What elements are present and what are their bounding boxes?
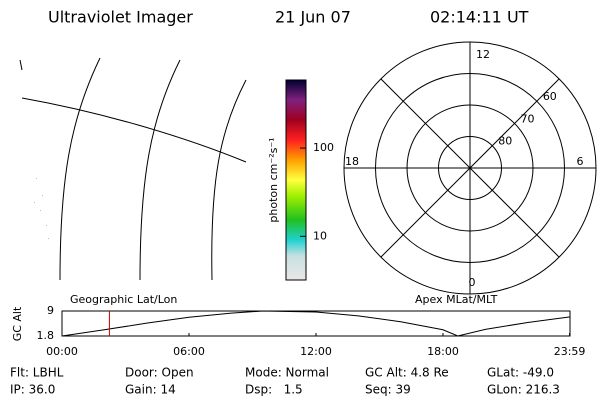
altitude-line	[61, 310, 571, 337]
noise	[34, 178, 49, 239]
polar-ring	[406, 104, 534, 232]
x-tick-label: 23:59	[554, 345, 586, 358]
colorbar	[285, 79, 307, 281]
ring-label: 60	[543, 90, 557, 103]
status-field: Dsp: 1.5	[245, 383, 303, 397]
ring-label: 80	[498, 135, 512, 148]
x-tick-label: 06:00	[173, 345, 205, 358]
y-tick-label: 9	[47, 304, 54, 317]
polar-outer	[343, 41, 597, 295]
status-field: Gain: 14	[125, 383, 176, 397]
date: 21 Jun 07	[275, 8, 351, 27]
status-field: Mode: Normal	[245, 366, 329, 380]
status-field: GLon: 216.3	[487, 383, 560, 397]
geo-grid	[19, 57, 247, 281]
status-field: Seq: 39	[365, 383, 411, 397]
x-tick-label: 18:00	[427, 345, 459, 358]
y-label: GC Alt	[11, 306, 24, 341]
polar-frame	[344, 42, 596, 294]
status-field: GLat: -49.0	[487, 366, 554, 380]
mlt-label: 18	[345, 155, 359, 168]
mlt-label: 0	[469, 276, 476, 289]
status-field: GC Alt: 4.8 Re	[365, 366, 449, 380]
x-tick-label: 12:00	[300, 345, 332, 358]
x-tick-label: 00:00	[46, 345, 78, 358]
time: 02:14:11 UT	[430, 8, 529, 27]
left-title: Geographic Lat/Lon	[70, 293, 177, 306]
y-tick-label: 1.8	[37, 329, 55, 342]
polar-ring	[375, 73, 565, 263]
colorbar-tick-label: 100	[313, 141, 334, 154]
right-title: Apex MLat/MLT	[415, 293, 498, 306]
mlt-label: 6	[577, 155, 584, 168]
ring-label: 70	[521, 112, 535, 125]
mlt-label: 12	[476, 48, 490, 61]
plot-frame	[61, 310, 571, 337]
polar-ring	[438, 136, 502, 200]
colorbar-label: photon cm⁻²s⁻¹	[267, 137, 280, 222]
status-field: IP: 36.0	[10, 383, 55, 397]
status-field: Flt: LBHL	[10, 366, 64, 380]
colorbar-tick-label: 10	[313, 229, 327, 242]
instrument: Ultraviolet Imager	[48, 8, 193, 27]
status-field: Door: Open	[125, 366, 194, 380]
